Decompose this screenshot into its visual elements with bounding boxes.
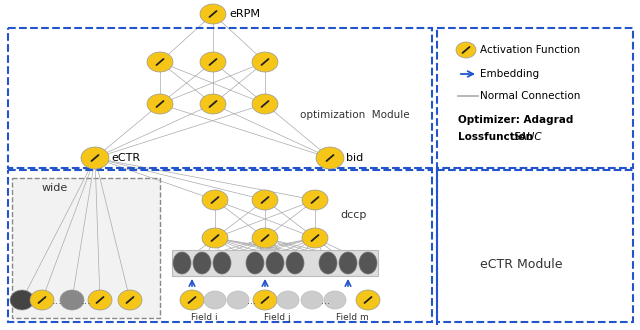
Text: wide: wide [42,183,68,193]
Bar [12,178,160,318]
Ellipse shape [118,290,142,310]
Text: eCTR: eCTR [111,153,140,163]
Ellipse shape [286,252,304,274]
Ellipse shape [202,190,228,210]
Text: eRPM: eRPM [229,9,260,19]
Text: Embedding: Embedding [480,69,539,79]
Text: eCTR Module: eCTR Module [480,258,563,272]
Ellipse shape [81,147,109,169]
Text: Lossfunction: Lossfunction [458,132,536,142]
Ellipse shape [252,94,278,114]
Text: Optimizer: Adagrad: Optimizer: Adagrad [458,115,573,125]
Text: ...: ... [52,296,63,306]
Ellipse shape [200,52,226,72]
Ellipse shape [202,228,228,248]
Bar [437,170,633,322]
Text: SAUC: SAUC [514,132,543,142]
Bar [8,28,432,168]
Ellipse shape [339,252,357,274]
Ellipse shape [301,291,323,309]
Ellipse shape [266,252,284,274]
Ellipse shape [253,290,277,310]
Text: bid: bid [346,153,364,163]
Ellipse shape [60,290,84,310]
Ellipse shape [200,94,226,114]
Ellipse shape [246,252,264,274]
Ellipse shape [180,290,204,310]
Ellipse shape [316,147,344,169]
Ellipse shape [359,252,377,274]
Ellipse shape [302,190,328,210]
Ellipse shape [319,252,337,274]
Bar [8,170,432,322]
Text: Field j: Field j [264,314,291,322]
Text: Field i: Field i [191,314,218,322]
Ellipse shape [30,290,54,310]
Ellipse shape [302,228,328,248]
Text: ...: ... [81,296,92,306]
Ellipse shape [252,190,278,210]
Ellipse shape [227,291,249,309]
Ellipse shape [200,4,226,24]
Text: dccp: dccp [340,210,366,220]
Text: optimization  Module: optimization Module [300,110,410,120]
Bar [437,28,633,168]
Text: Normal Connection: Normal Connection [480,91,580,101]
Ellipse shape [277,291,299,309]
Ellipse shape [173,252,191,274]
Ellipse shape [147,94,173,114]
Ellipse shape [204,291,226,309]
Ellipse shape [213,252,231,274]
Ellipse shape [252,52,278,72]
Text: Field m: Field m [335,314,369,322]
Bar [172,250,378,276]
Ellipse shape [193,252,211,274]
Ellipse shape [147,52,173,72]
Ellipse shape [88,290,112,310]
Ellipse shape [356,290,380,310]
Ellipse shape [324,291,346,309]
Ellipse shape [456,42,476,58]
Text: ...: ... [248,296,257,306]
Text: ...: ... [321,296,330,306]
Ellipse shape [252,228,278,248]
Ellipse shape [10,290,34,310]
Text: Activation Function: Activation Function [480,45,580,55]
